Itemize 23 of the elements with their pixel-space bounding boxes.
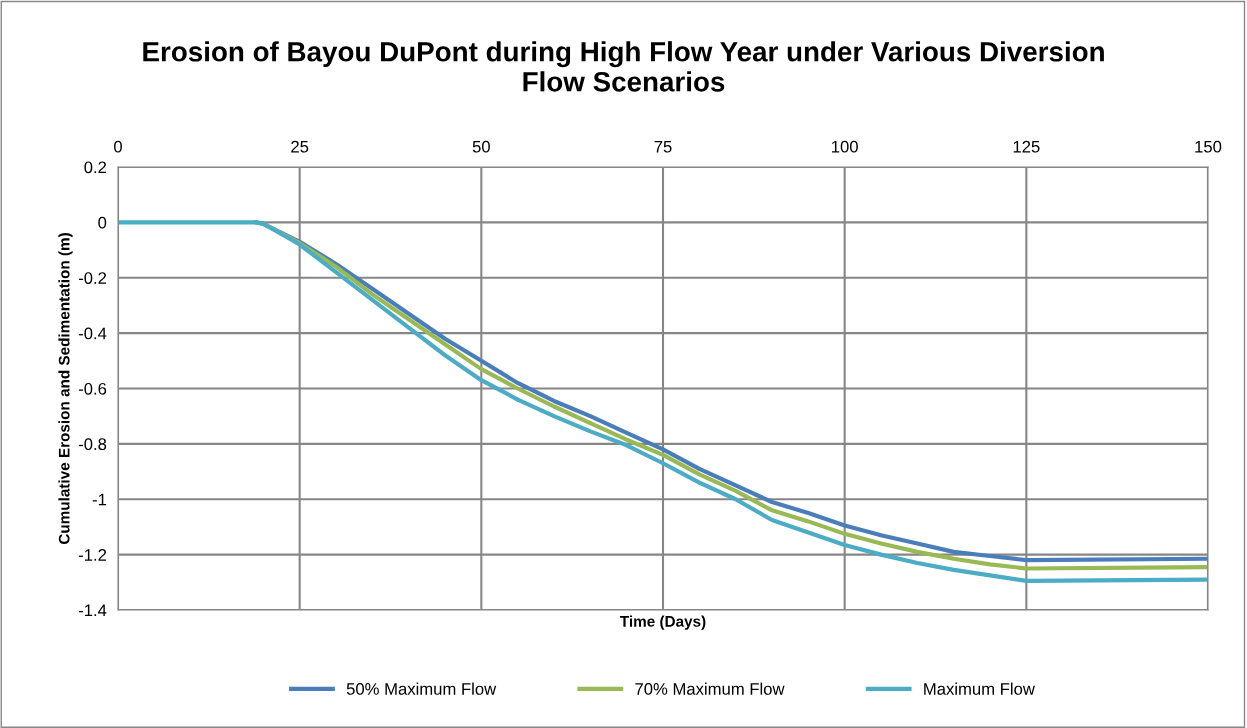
y-tick-label: -1.2 xyxy=(78,549,107,561)
x-tick-label: 100 xyxy=(832,140,858,153)
x-tick-label: 25 xyxy=(291,140,309,153)
y-tick-label: 0.2 xyxy=(84,161,107,174)
line-series xyxy=(118,220,1208,584)
legend-label: 50% Maximum Flow xyxy=(346,682,497,695)
y-tick-label: -0.2 xyxy=(78,272,107,284)
x-tick-label: 50 xyxy=(472,140,490,153)
legend-label: Maximum Flow xyxy=(924,682,1035,695)
y-tick-label: -0.8 xyxy=(78,438,107,451)
x-tick-label: 150 xyxy=(1195,140,1222,153)
x-tick-label: 125 xyxy=(1013,140,1040,153)
legend-label: 70% Maximum Flow xyxy=(635,682,785,695)
x-axis-title: Time (Days) xyxy=(620,615,706,630)
y-tick-label: -1.4 xyxy=(78,604,107,617)
y-axis-title: Cumulative Erosion and Sedimentation (m) xyxy=(58,233,73,545)
y-tick-label: 0 xyxy=(98,216,107,229)
chart-title: Erosion of Bayou DuPont during High Flow Year under Various Diversion Flow Scenarios xyxy=(143,41,1104,92)
x-tick-label: 75 xyxy=(654,140,672,153)
y-tick-label: -0.4 xyxy=(78,327,107,340)
y-tick-label: -1 xyxy=(92,493,107,506)
x-tick-label: 0 xyxy=(114,140,122,153)
y-tick-label: -0.6 xyxy=(78,382,107,395)
